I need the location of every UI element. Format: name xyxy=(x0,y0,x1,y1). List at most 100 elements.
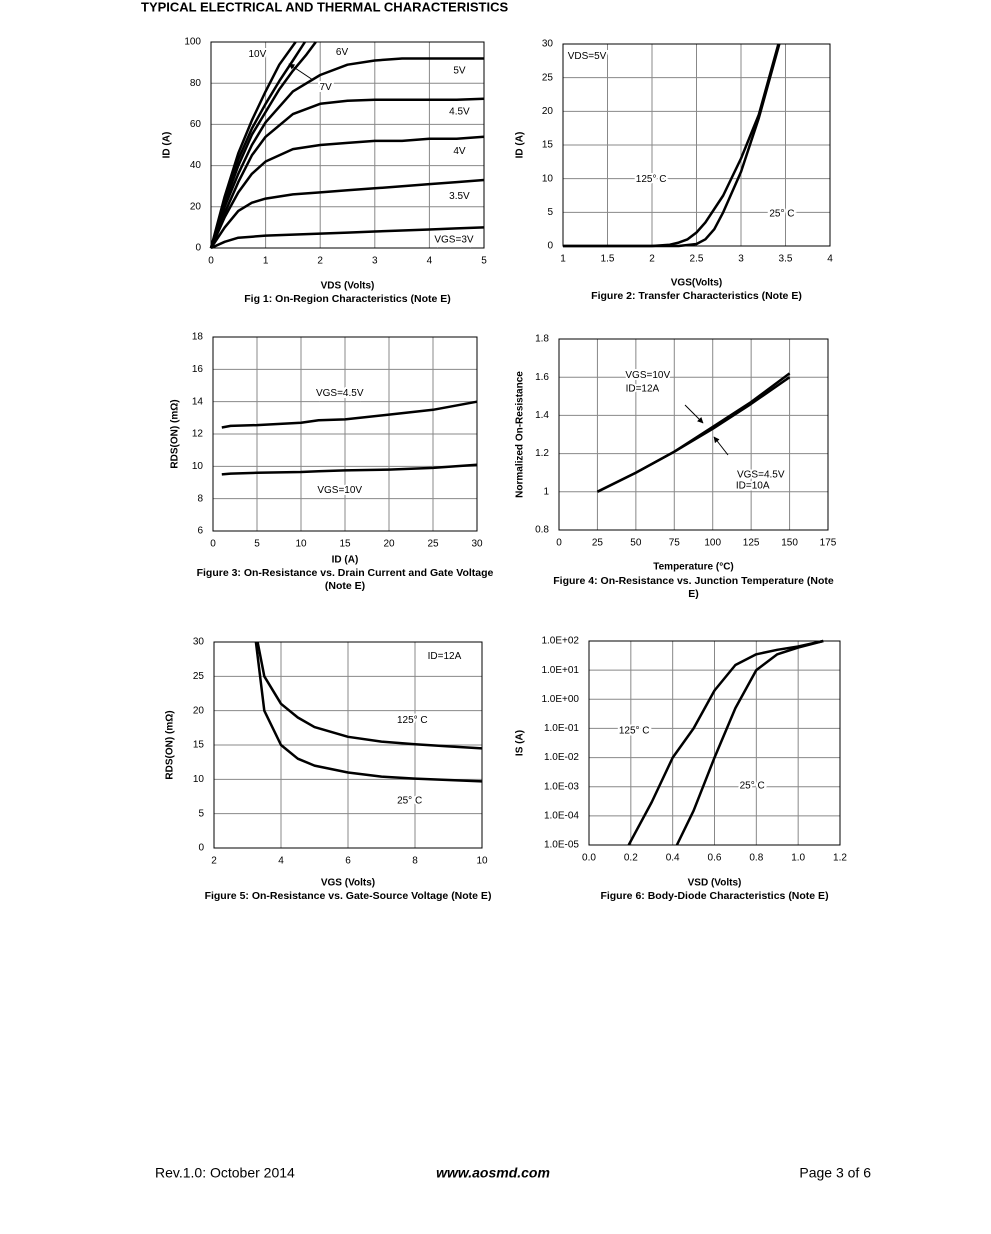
x-axis-label: ID (A) xyxy=(332,555,359,566)
curve xyxy=(627,639,824,846)
x-tick-label: 175 xyxy=(820,538,837,549)
curve-label: 4V xyxy=(453,146,466,157)
curve xyxy=(221,400,478,429)
y-tick-label: 1.0E-03 xyxy=(544,781,579,792)
x-tick-label: 0.6 xyxy=(708,853,722,864)
annotation: ID=12A xyxy=(626,383,660,394)
curve-label: VGS=10V xyxy=(317,485,362,496)
x-tick-label: 75 xyxy=(669,538,681,549)
figure-caption: Figure 3: On-Resistance vs. Drain Curren… xyxy=(196,567,494,592)
y-tick-label: 10 xyxy=(542,173,554,184)
x-tick-label: 0 xyxy=(210,539,216,550)
y-tick-label: 10 xyxy=(193,774,205,785)
curve xyxy=(209,57,484,249)
x-tick-label: 8 xyxy=(412,856,418,867)
curve-label: 125° C xyxy=(619,725,650,736)
figure-caption: Fig 1: On-Region Characteristics (Note E… xyxy=(244,293,451,305)
annotation: ID=10A xyxy=(736,481,770,492)
page-title: TYPICAL ELECTRICAL AND THERMAL CHARACTER… xyxy=(141,0,508,14)
curve-label: 25° C xyxy=(769,208,794,219)
arrow xyxy=(288,63,314,81)
curve xyxy=(675,639,824,846)
y-tick-label: 6 xyxy=(197,526,203,537)
y-tick-label: 1.0E+00 xyxy=(541,694,579,705)
y-tick-label: 1.0E-01 xyxy=(544,723,579,734)
plot-frame xyxy=(213,641,483,849)
x-tick-label: 3 xyxy=(372,256,378,267)
curve-label: 125° C xyxy=(397,715,428,726)
y-tick-label: 60 xyxy=(190,119,202,130)
y-tick-label: 20 xyxy=(193,705,205,716)
plot-frame xyxy=(212,336,478,532)
figure-caption: Figure 6: Body-Diode Characteristics (No… xyxy=(600,890,829,902)
x-tick-label: 5 xyxy=(481,256,487,267)
y-tick-label: 20 xyxy=(190,201,202,212)
y-tick-label: 100 xyxy=(184,37,201,48)
y-tick-label: 1.6 xyxy=(535,372,549,383)
x-tick-label: 1.2 xyxy=(833,853,847,864)
y-tick-label: 18 xyxy=(192,332,204,343)
x-tick-label: 2 xyxy=(649,254,655,265)
curve-label: VGS=4.5V xyxy=(737,469,785,480)
plot-frame xyxy=(558,338,829,531)
y-tick-label: 15 xyxy=(542,140,554,151)
y-tick-label: 5 xyxy=(547,207,553,218)
x-tick-label: 1 xyxy=(263,256,269,267)
y-tick-label: 1.4 xyxy=(535,410,549,421)
x-tick-label: 3 xyxy=(738,254,744,265)
y-tick-label: 0 xyxy=(547,241,553,252)
x-tick-label: 2 xyxy=(317,256,323,267)
y-tick-label: 1.0E+02 xyxy=(541,636,579,647)
y-axis-label: ID (A) xyxy=(162,132,173,159)
x-tick-label: 10 xyxy=(295,539,307,550)
y-tick-label: 1.0E-04 xyxy=(544,810,579,821)
x-tick-label: 2 xyxy=(211,856,217,867)
y-tick-label: 0.8 xyxy=(535,525,549,536)
y-tick-label: 12 xyxy=(192,429,204,440)
arrow xyxy=(684,404,704,424)
x-axis-label: VSD (Volts) xyxy=(688,878,742,889)
curve xyxy=(254,641,483,783)
y-tick-label: 1 xyxy=(543,486,549,497)
x-tick-label: 0 xyxy=(208,256,214,267)
x-tick-label: 50 xyxy=(630,538,642,549)
y-tick-label: 5 xyxy=(198,808,204,819)
y-axis-label: Normalized On-Resistance xyxy=(515,371,526,498)
curve xyxy=(209,178,485,249)
figure-caption: Figure 2: Transfer Characteristics (Note… xyxy=(591,290,802,302)
curve-label: 5V xyxy=(453,65,466,76)
y-tick-label: 15 xyxy=(193,740,205,751)
plot-frame xyxy=(562,43,831,247)
x-tick-label: 25 xyxy=(427,539,439,550)
curve-label: 10V xyxy=(249,49,267,60)
x-tick-label: 6 xyxy=(345,856,351,867)
arrow xyxy=(713,436,729,456)
plot-frame xyxy=(210,41,485,249)
x-tick-label: 0.4 xyxy=(666,853,680,864)
curve-label: VGS=4.5V xyxy=(316,388,364,399)
y-tick-label: 1.0E+01 xyxy=(541,665,579,676)
y-tick-label: 1.8 xyxy=(535,334,549,345)
annotation: VDS=5V xyxy=(568,51,607,62)
figure-caption: Figure 5: On-Resistance vs. Gate-Source … xyxy=(204,890,492,902)
x-tick-label: 2.5 xyxy=(690,254,704,265)
x-tick-label: 1.0 xyxy=(791,853,805,864)
x-tick-label: 20 xyxy=(383,539,395,550)
x-tick-label: 15 xyxy=(339,539,351,550)
y-tick-label: 14 xyxy=(192,396,204,407)
y-tick-label: 0 xyxy=(195,243,201,254)
y-tick-label: 10 xyxy=(192,461,204,472)
y-tick-label: 0 xyxy=(198,843,204,854)
x-axis-label: VDS (Volts) xyxy=(321,281,375,292)
curve xyxy=(221,463,478,476)
curve xyxy=(209,135,485,249)
plot-frame xyxy=(588,640,841,846)
x-tick-label: 4 xyxy=(427,256,433,267)
x-tick-label: 3.5 xyxy=(779,254,793,265)
curve xyxy=(596,376,791,493)
curve xyxy=(209,97,485,249)
y-tick-label: 20 xyxy=(542,106,554,117)
curve xyxy=(256,641,483,750)
